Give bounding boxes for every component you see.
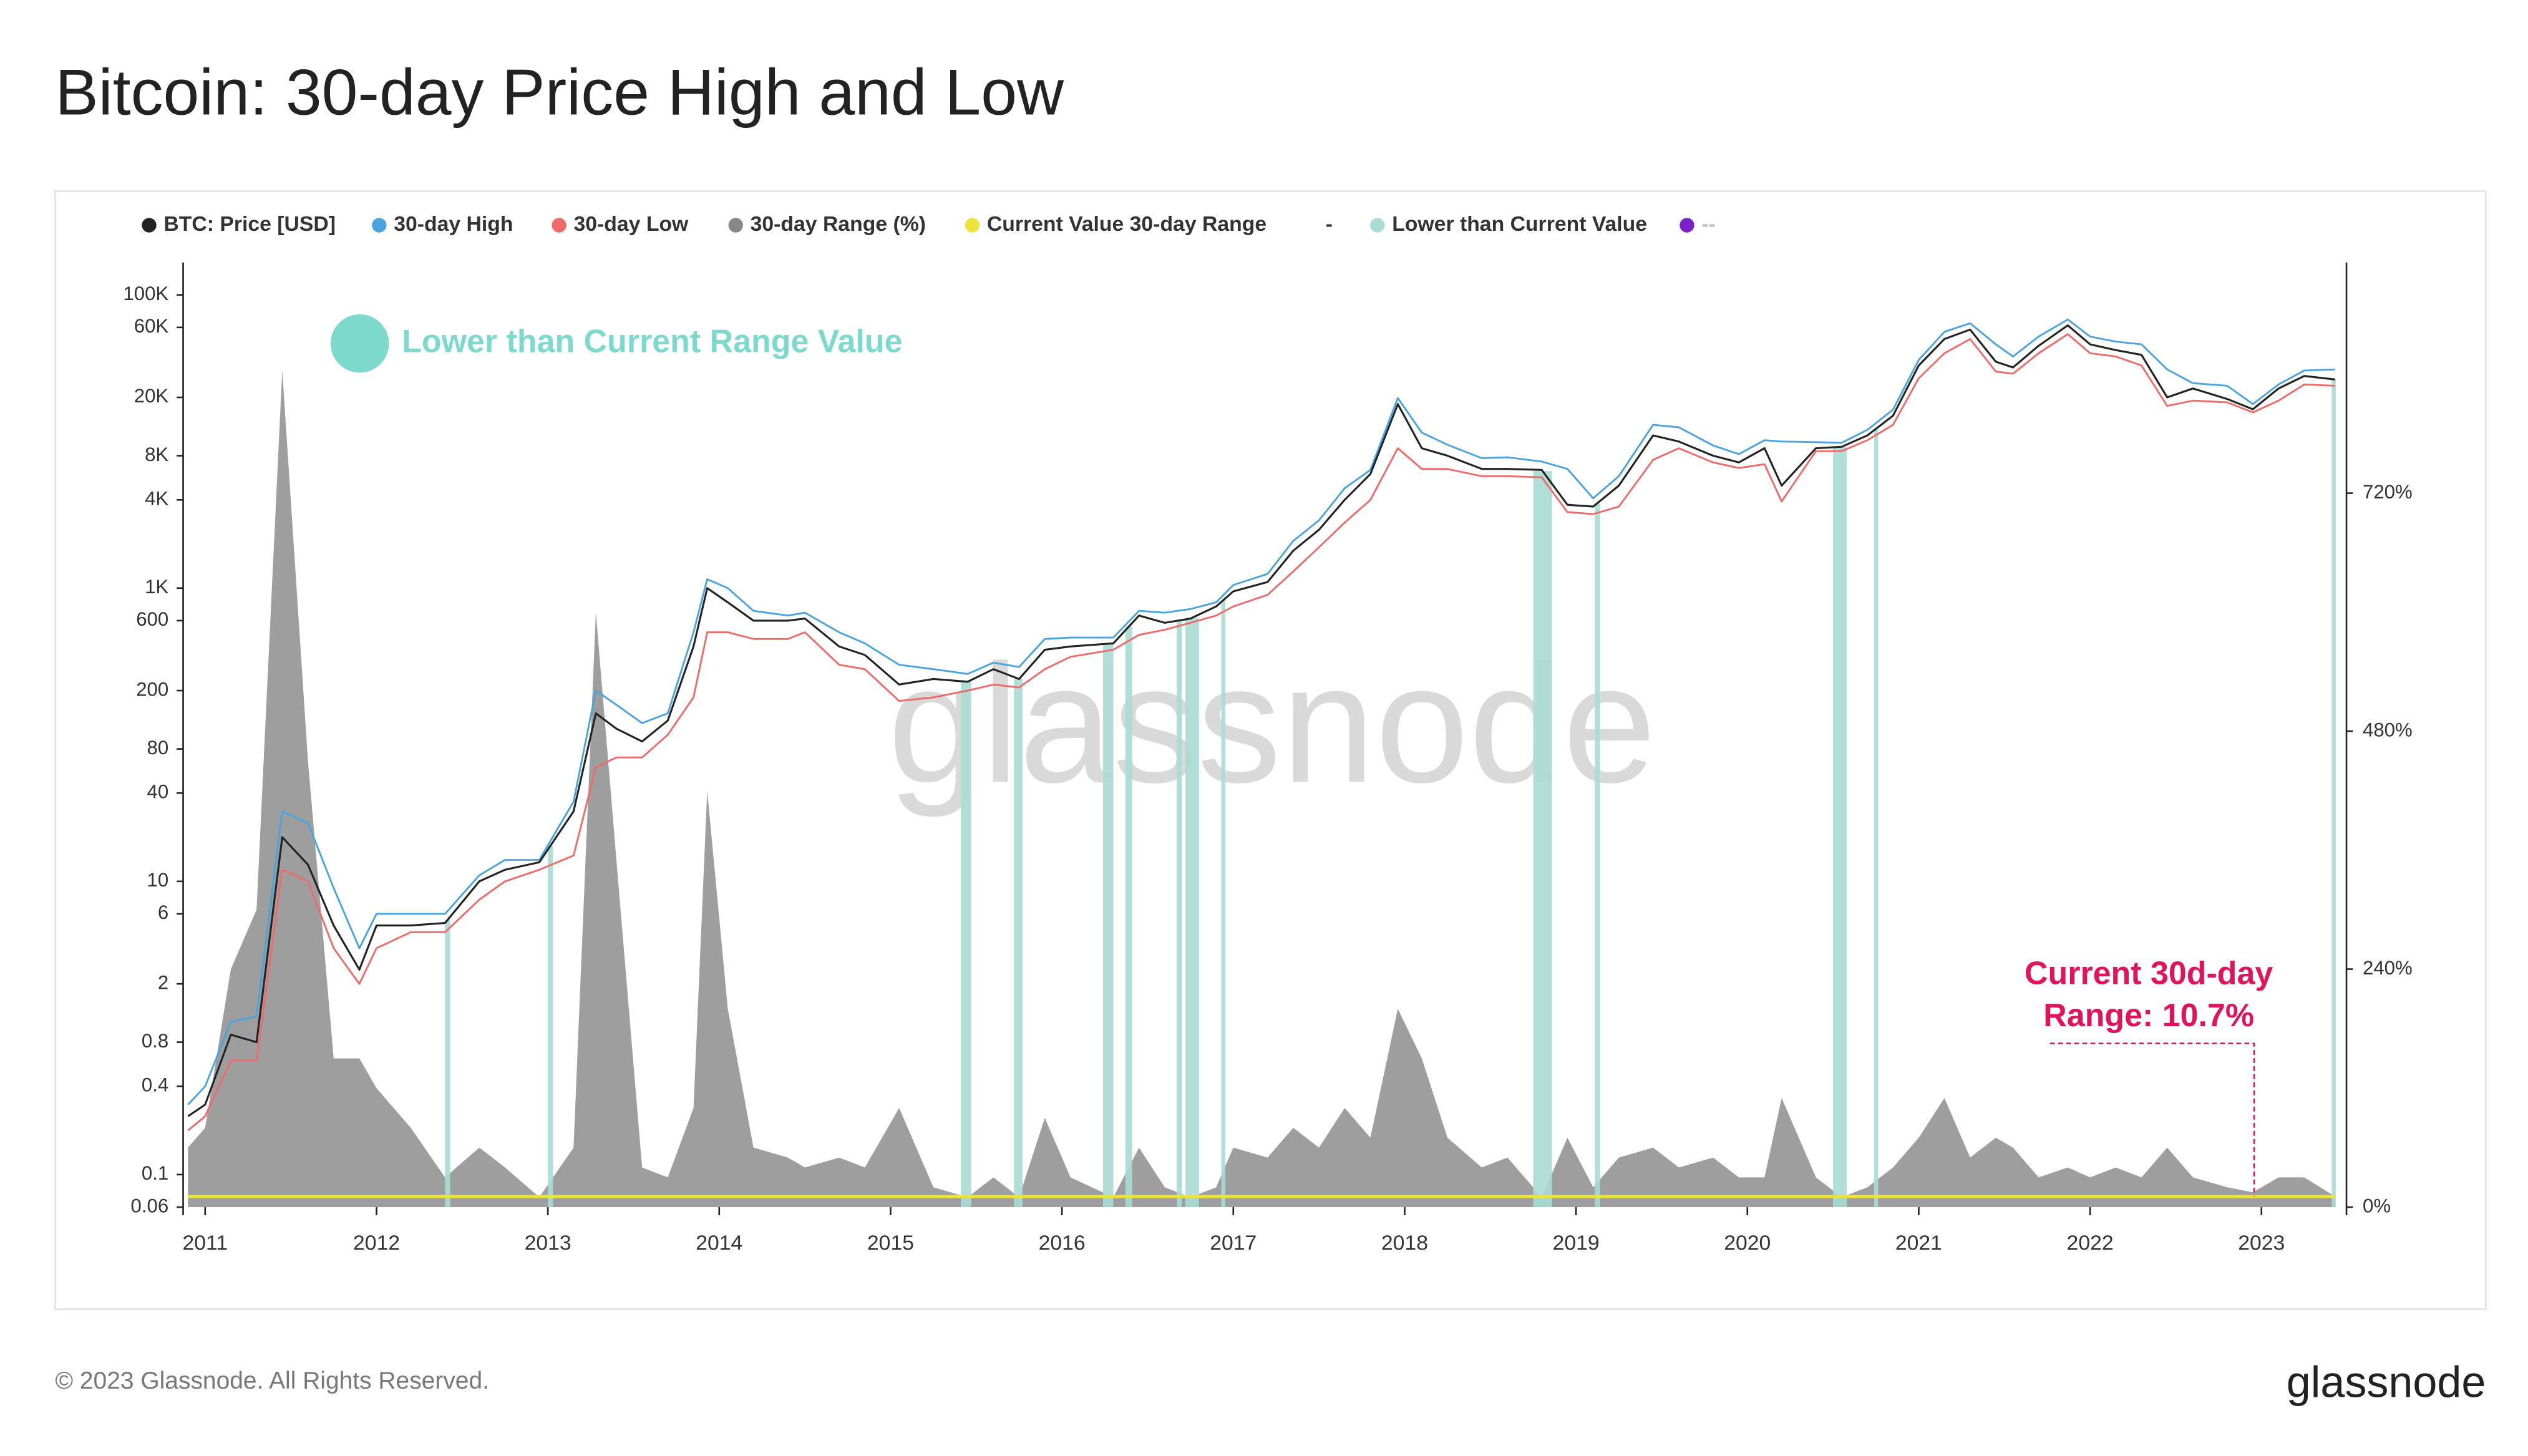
y-tick-label: 80 (147, 737, 169, 759)
legend-marker (142, 218, 157, 233)
series-line (187, 333, 2335, 1132)
x-tick-label: 2018 (1381, 1231, 1428, 1255)
note-marker (330, 314, 389, 373)
series-line (187, 318, 2335, 1105)
x-tick-label: 2015 (867, 1231, 914, 1255)
y-tick-label: 20K (134, 385, 169, 407)
legend-marker (1370, 218, 1385, 233)
chart-title: Bitcoin: 30-day Price High and Low (55, 56, 1064, 129)
x-tick-label: 2011 (183, 1231, 228, 1255)
footer-copyright: © 2023 Glassnode. All Rights Reserved. (55, 1367, 489, 1394)
highlight-band (2331, 379, 2336, 1208)
highlight-band (1833, 447, 1847, 1208)
legend-marker (372, 218, 387, 233)
highlight-band (548, 845, 553, 1208)
highlight-band (1103, 643, 1114, 1208)
y-tick-label: 40 (147, 781, 169, 803)
legend-marker (552, 218, 566, 233)
highlight-band (1014, 678, 1023, 1208)
x-tick-label: 2014 (696, 1231, 742, 1255)
y-tick-label: 2 (158, 971, 168, 993)
y-tick-label: 1K (145, 576, 168, 598)
y2-tick-label: 240% (2363, 957, 2413, 979)
annotation-leader (2049, 1042, 2255, 1197)
y2-tick-label: 0% (2363, 1195, 2391, 1216)
legend-label: -- (1701, 212, 1715, 236)
highlight-band (1177, 620, 1182, 1208)
highlight-band (1185, 618, 1199, 1208)
highlight-band (445, 920, 450, 1208)
y-tick-label: 0.8 (142, 1030, 168, 1052)
y2-tick-label: 480% (2363, 719, 2413, 740)
plot-area: 0.06 0.1 0.4 0.8 2 6 10 40 80 200 600 1K 4K 8K 20K 60K 1… (123, 212, 2412, 1255)
y-tick-label: 0.4 (142, 1074, 168, 1096)
y-tick-label: 100K (123, 283, 168, 304)
range-area (188, 370, 2335, 1208)
legend-marker (965, 218, 980, 233)
x-tick-label: 2019 (1553, 1231, 1600, 1255)
y-tick-label: 600 (136, 608, 168, 630)
highlight-band (1595, 503, 1600, 1208)
x-tick-label: 2013 (525, 1231, 571, 1255)
y-tick-label: 10 (147, 869, 169, 891)
annotation: Current 30d-day (2025, 955, 2273, 991)
x-tick-label: 2023 (2238, 1231, 2285, 1255)
x-tick-label: 2012 (353, 1231, 400, 1255)
chart-frame (54, 190, 2487, 1310)
x-tick-label: 2022 (2067, 1231, 2114, 1255)
series-line (187, 324, 2336, 1117)
x-tick-label: 2016 (1039, 1231, 1086, 1255)
legend-label: 30-day High (394, 212, 513, 236)
legend-label: 30-day Range (%) (751, 212, 926, 236)
legend-label: BTC: Price [USD] (163, 212, 336, 236)
y-tick-label: 0.1 (142, 1162, 168, 1184)
y2-tick-label: 720% (2363, 481, 2413, 503)
y-tick-label: 60K (134, 315, 169, 337)
x-tick-label: 2021 (1895, 1231, 1942, 1255)
legend-marker (728, 218, 743, 233)
legend-label: Lower than Current Value (1392, 212, 1647, 236)
note-text: Lower than Current Range Value (402, 323, 902, 359)
legend-label: - (1326, 212, 1333, 236)
y-tick-label: 4K (145, 488, 168, 510)
legend-label: 30-day Low (574, 212, 689, 236)
highlight-band (961, 681, 971, 1208)
y-tick-label: 8K (145, 444, 168, 465)
y-tick-label: 200 (136, 678, 168, 700)
y-tick-label: 0.06 (131, 1195, 169, 1216)
x-tick-label: 2017 (1210, 1231, 1257, 1255)
legend-label: Current Value 30-day Range (987, 212, 1266, 236)
highlight-band (1874, 429, 1879, 1208)
highlight-band (1125, 626, 1132, 1208)
footer-logo: glassnode (2287, 1357, 2486, 1406)
highlight-band (1221, 600, 1226, 1208)
x-tick-label: 2020 (1724, 1231, 1771, 1255)
y-tick-label: 6 (158, 901, 168, 923)
highlight-band (1533, 471, 1552, 1208)
annotation: Range: 10.7% (2043, 997, 2254, 1034)
legend-marker (1680, 218, 1694, 233)
